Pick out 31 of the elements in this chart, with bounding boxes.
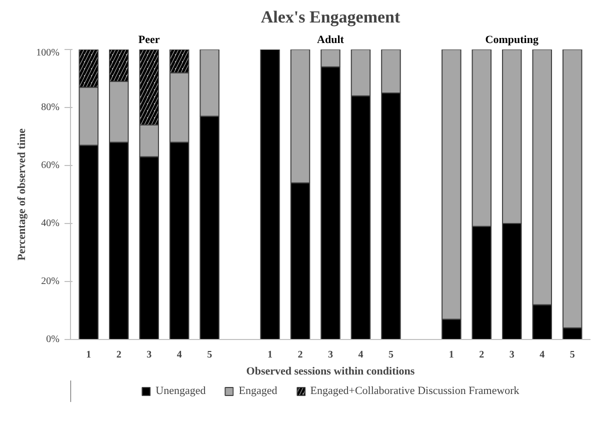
chart-title: Alex's Engagement [260, 8, 400, 26]
x-tick-label: 2 [479, 350, 484, 360]
y-tick-label: 60% [41, 160, 60, 171]
legend-label: Unengaged [156, 385, 206, 397]
x-tick-label: 5 [207, 350, 212, 360]
y-tick-label: 100% [36, 48, 60, 58]
x-tick-label: 2 [116, 350, 122, 360]
bar [260, 50, 280, 340]
x-tick-label: 2 [298, 350, 303, 360]
y-tick-label: 40% [41, 218, 60, 229]
text: Adult [317, 34, 344, 46]
y-axis-title: Percentage of observed time [16, 128, 28, 261]
y-tick-label: 80% [41, 102, 60, 113]
x-tick-label: 5 [388, 350, 394, 360]
legend-label: Engaged+Collaborative Discussion Framework [310, 385, 520, 397]
y-tick-label: 20% [41, 276, 60, 287]
x-tick-label: 4 [358, 350, 364, 360]
x-tick-label: 1 [268, 350, 273, 360]
x-tick-label: 3 [509, 350, 514, 360]
x-tick-label: 4 [176, 350, 182, 360]
legend-label: Engaged [238, 385, 278, 397]
x-tick-label: 1 [86, 350, 92, 360]
x-axis-title: Observed sessions within conditions [246, 366, 416, 378]
x-tick-label: 5 [570, 350, 575, 360]
x-tick-label: 1 [448, 350, 454, 360]
text: Computing [485, 34, 539, 46]
x-tick-label: 3 [328, 350, 333, 360]
text: Peer [138, 34, 160, 46]
y-tick-label: 0% [46, 334, 60, 345]
x-tick-label: 3 [146, 350, 152, 360]
x-tick-label: 4 [540, 350, 545, 360]
